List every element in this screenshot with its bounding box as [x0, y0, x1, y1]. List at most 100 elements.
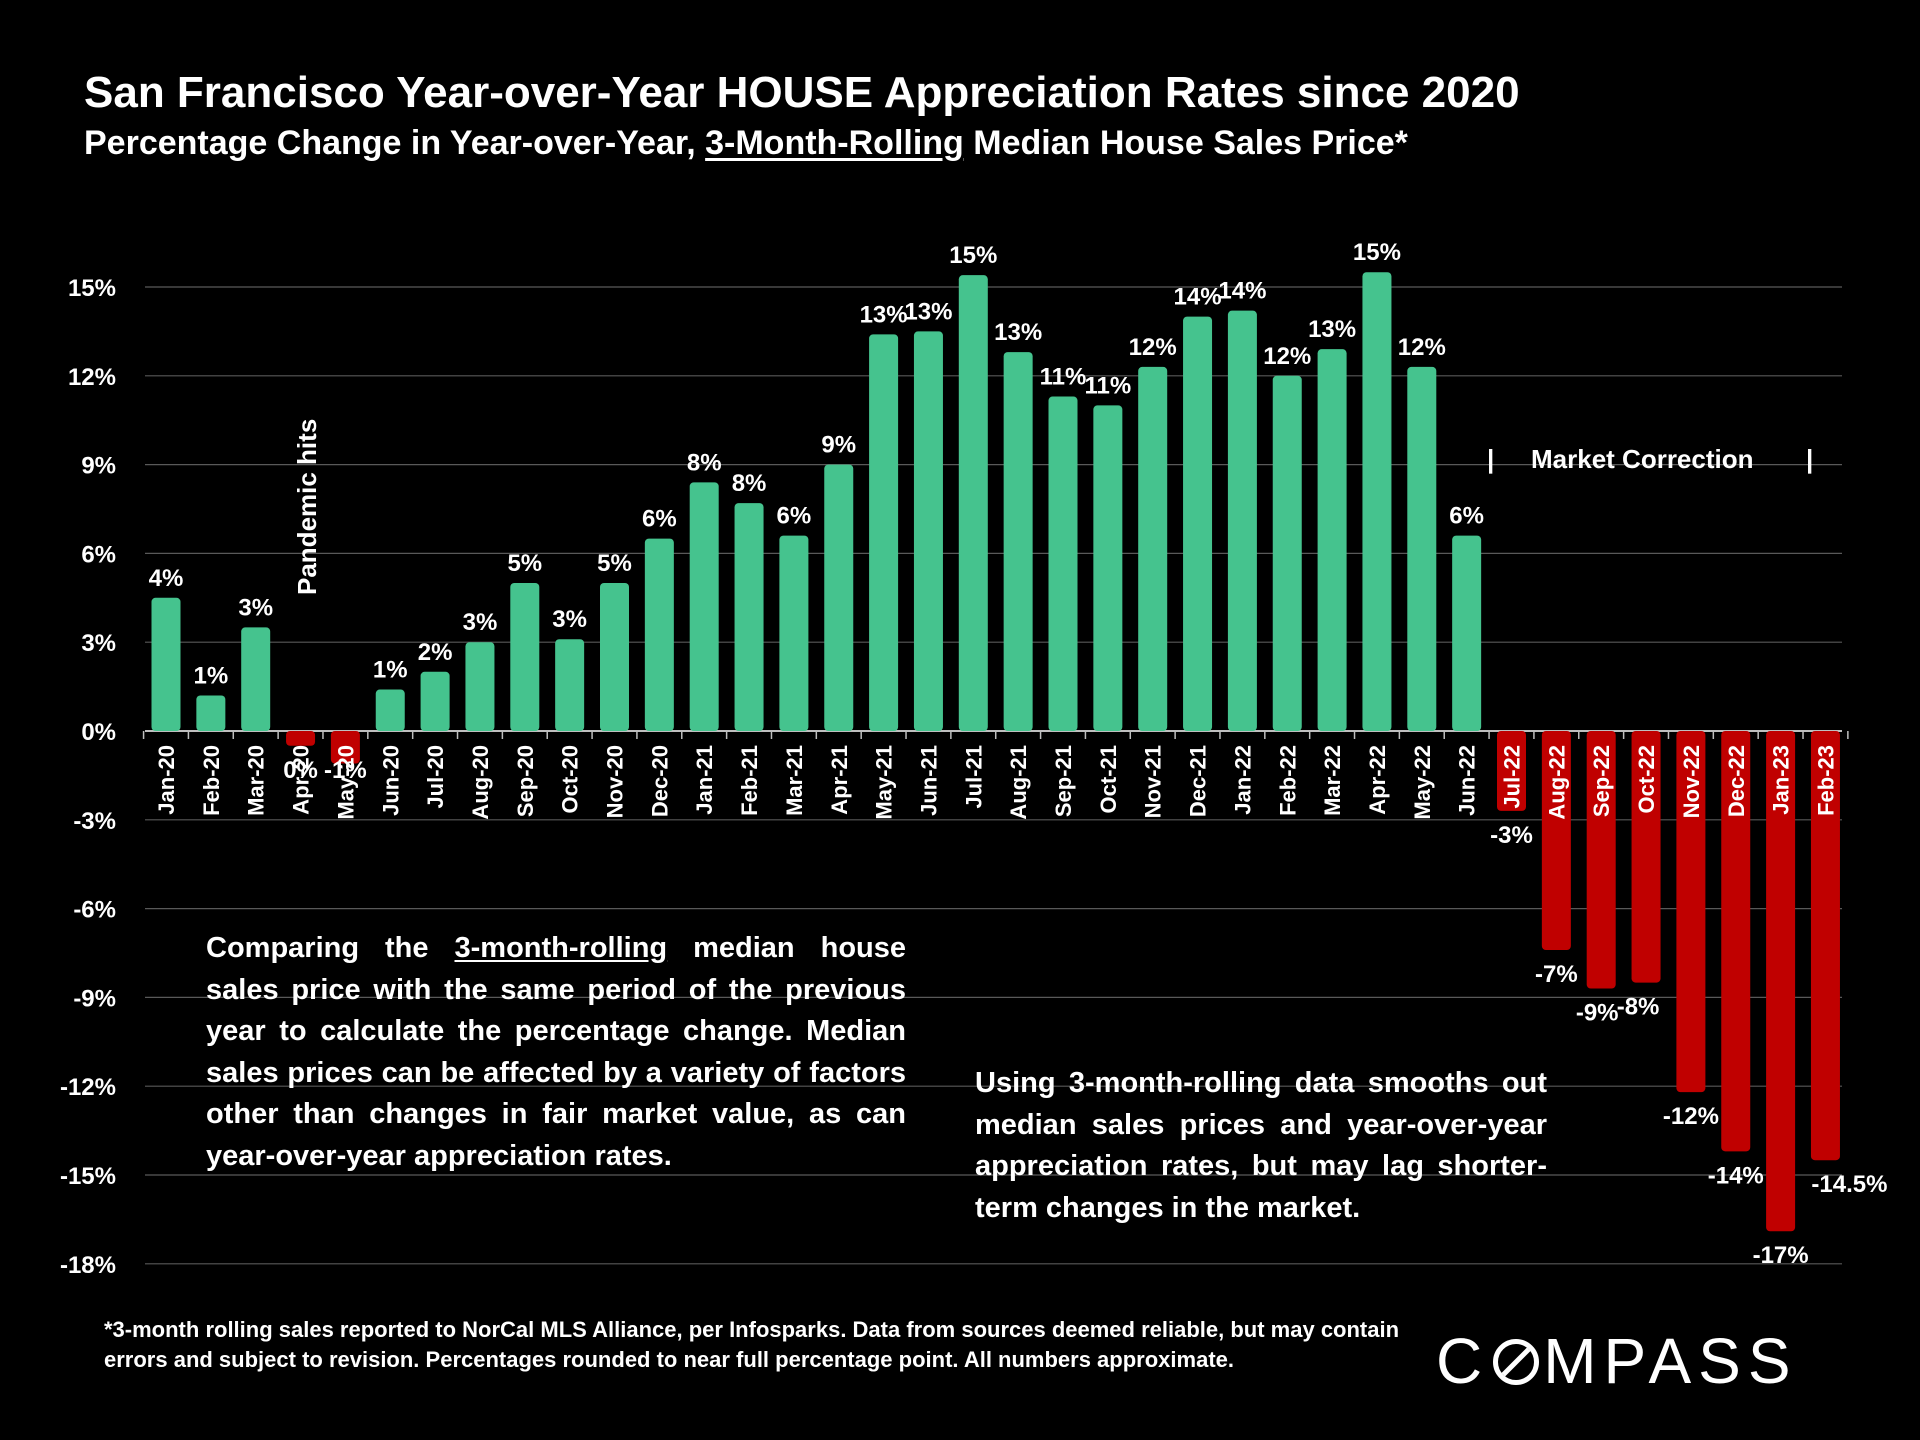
- y-tick-label: 3%: [81, 630, 116, 657]
- bar-feb-23: [1810, 731, 1840, 1161]
- x-tick-label: Aug-20: [468, 745, 493, 820]
- x-tick-label: Sep-21: [1051, 745, 1076, 817]
- y-tick-label: 6%: [81, 541, 116, 568]
- bar-jul-22: [1497, 731, 1526, 811]
- data-label: 12%: [1398, 334, 1446, 361]
- bar-mar-20: [241, 627, 271, 731]
- x-tick-label: May-22: [1410, 745, 1435, 820]
- data-label: 6%: [642, 506, 677, 533]
- bar-aug-20: [465, 642, 495, 731]
- x-tick-label: Feb-20: [199, 745, 224, 816]
- bar-jan-20: [151, 597, 181, 731]
- bar-apr-22: [1362, 272, 1392, 731]
- data-label: 6%: [777, 503, 812, 530]
- subtitle-pre: Percentage Change in Year-over-Year,: [84, 124, 706, 162]
- x-tick-label: Dec-20: [647, 745, 672, 817]
- bar-may-20: [330, 731, 360, 764]
- x-tick-label: Nov-21: [1141, 745, 1166, 818]
- y-tick-label: -12%: [60, 1074, 116, 1101]
- x-tick-label: Oct-20: [558, 745, 583, 813]
- x-tick-label: Apr-21: [827, 745, 852, 815]
- x-axis: Jan-20 Feb-20 Mar-20 Apr-20 May-20 Jun-20 Jul-…: [154, 745, 1838, 820]
- bar-mar-22: [1317, 349, 1347, 731]
- data-label: 3%: [463, 609, 498, 636]
- data-label: 12%: [1263, 343, 1311, 370]
- data-label: -14.5%: [1811, 1171, 1887, 1198]
- x-tick-label: Mar-22: [1320, 745, 1345, 816]
- x-tick-label: Aug-21: [1006, 745, 1031, 820]
- x-tick-label: Sep-22: [1589, 745, 1614, 817]
- correction-bar-right: |: [1806, 444, 1813, 474]
- subtitle-post: Median House Sales Price*: [963, 124, 1408, 162]
- bar-aug-21: [1003, 352, 1033, 731]
- bar-feb-21: [734, 503, 764, 731]
- y-tick-label: -15%: [60, 1163, 116, 1190]
- x-tick-label: Mar-20: [244, 745, 269, 816]
- bar-jan-22: [1227, 310, 1257, 731]
- bar-jan-21: [689, 482, 719, 731]
- data-label: 3%: [238, 594, 273, 621]
- bar-jun-20: [375, 689, 405, 731]
- bar-apr-21: [824, 464, 854, 731]
- chart-title: San Francisco Year-over-Year HOUSE Appre…: [84, 68, 1520, 117]
- x-tick-label: Dec-21: [1186, 745, 1211, 817]
- data-label: 13%: [994, 319, 1042, 346]
- data-label: -12%: [1663, 1103, 1719, 1130]
- bar-nov-21: [1138, 366, 1168, 731]
- bar-aug-22: [1541, 731, 1571, 951]
- data-label: 13%: [1308, 316, 1356, 343]
- bar-apr-20: [286, 731, 316, 746]
- y-tick-label: 12%: [68, 364, 116, 391]
- bar-jun-21: [913, 331, 943, 731]
- y-axis: 15% 12% 9% 6% 3% 0% -3% -6% -9% -12% -15% -18%: [60, 275, 116, 1279]
- bar-jul-20: [420, 671, 450, 731]
- bar-may-21: [869, 334, 899, 731]
- data-label: -14%: [1708, 1162, 1764, 1189]
- bars: [151, 272, 1840, 1232]
- bar-dec-20: [644, 538, 674, 731]
- x-tick-label: Dec-22: [1724, 745, 1749, 817]
- x-tick-label: May-20: [333, 745, 358, 820]
- bar-jan-23: [1766, 731, 1796, 1232]
- bar-oct-21: [1093, 405, 1123, 731]
- x-tick-label: Nov-20: [603, 745, 628, 818]
- data-label: 1%: [194, 662, 229, 689]
- left-note-underlined: 3-month-rolling: [454, 932, 668, 964]
- x-tick-label: Jul-22: [1500, 745, 1525, 809]
- x-tick-label: Jul-20: [423, 745, 448, 809]
- data-label: 1%: [373, 657, 408, 684]
- data-label: 6%: [1449, 503, 1484, 530]
- data-label: -3%: [1490, 822, 1533, 849]
- bar-dec-21: [1183, 316, 1213, 731]
- market-correction-annotation: Market Correction: [1531, 444, 1754, 474]
- compass-logo: C MPASS: [1436, 1324, 1798, 1398]
- bar-feb-20: [196, 695, 226, 731]
- logo-text-end: MPASS: [1543, 1325, 1798, 1397]
- left-note-post: median house sales price with the same p…: [206, 932, 907, 1172]
- x-tick-label: Jun-22: [1455, 745, 1480, 816]
- x-tick-label: Feb-23: [1813, 745, 1838, 816]
- logo-o-icon: [1493, 1339, 1540, 1385]
- data-label: -8%: [1617, 994, 1660, 1021]
- data-label: 13%: [860, 301, 908, 328]
- annotations: Pandemic hits | Market Correction |: [292, 419, 1813, 595]
- data-label: 5%: [507, 550, 542, 577]
- data-label: 8%: [687, 449, 722, 476]
- y-tick-label: -9%: [73, 985, 116, 1012]
- bar-sep-22: [1586, 731, 1616, 989]
- pandemic-annotation: Pandemic hits: [292, 419, 322, 595]
- y-tick-label: 0%: [81, 719, 116, 746]
- data-label: 14%: [1218, 278, 1266, 305]
- right-note: Using 3-month-rolling data smooths out m…: [975, 1067, 1547, 1224]
- data-label: 14%: [1174, 284, 1222, 311]
- data-label: 9%: [821, 432, 856, 459]
- bar-nov-22: [1676, 731, 1706, 1093]
- x-tick-label: Apr-20: [289, 745, 314, 815]
- data-label: -7%: [1535, 961, 1578, 988]
- data-label: 15%: [1353, 239, 1401, 266]
- x-tick-label: Apr-22: [1365, 745, 1390, 815]
- data-label: -17%: [1753, 1242, 1809, 1269]
- x-tick-label: Jan-22: [1230, 745, 1255, 815]
- x-tick-label: Nov-22: [1679, 745, 1704, 818]
